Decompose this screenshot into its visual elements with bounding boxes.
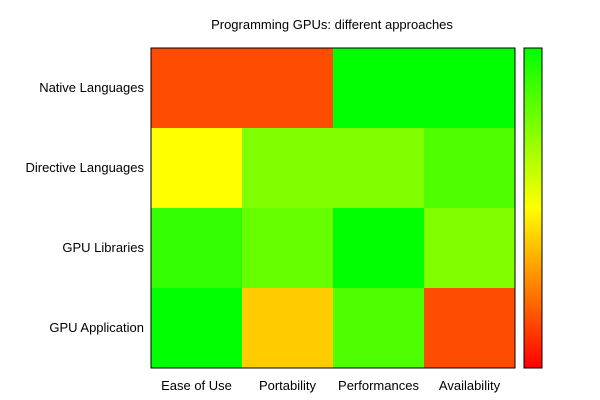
heatmap-cell [242, 288, 334, 369]
colorbar [523, 47, 543, 369]
y-tick-labels: Native Languages Directive Languages GPU L… [25, 80, 144, 335]
heatmap-cell [424, 48, 516, 129]
y-tick-label: Native Languages [39, 80, 144, 95]
heatmap-cell [151, 48, 243, 129]
plot-frame [150, 47, 516, 369]
x-tick-labels: Ease of Use Portability Performances Availa… [161, 378, 500, 393]
x-tick-label: Ease of Use [161, 378, 232, 393]
heatmap-cell [151, 128, 243, 209]
heatmap-cell [424, 288, 516, 369]
heatmap-cell [242, 128, 334, 209]
heatmap-cell [151, 208, 243, 289]
heatmap-cell [333, 128, 425, 209]
y-tick-label: Directive Languages [25, 160, 144, 175]
y-tick-label: GPU Libraries [62, 240, 144, 255]
heatmap-cell [151, 288, 243, 369]
heatmap-cell [333, 208, 425, 289]
x-tick-label: Performances [338, 378, 419, 393]
heatmap-cell [242, 48, 334, 129]
chart-title: Programming GPUs: different approaches [211, 17, 453, 32]
heatmap-cell [333, 48, 425, 129]
heatmap-cell [242, 208, 334, 289]
heatmap-cells [151, 48, 516, 369]
x-tick-label: Availability [439, 378, 501, 393]
heatmap-cell [333, 288, 425, 369]
y-tick-label: GPU Application [49, 320, 144, 335]
heatmap-cell [424, 128, 516, 209]
heatmap-cell [424, 208, 516, 289]
x-tick-label: Portability [259, 378, 317, 393]
